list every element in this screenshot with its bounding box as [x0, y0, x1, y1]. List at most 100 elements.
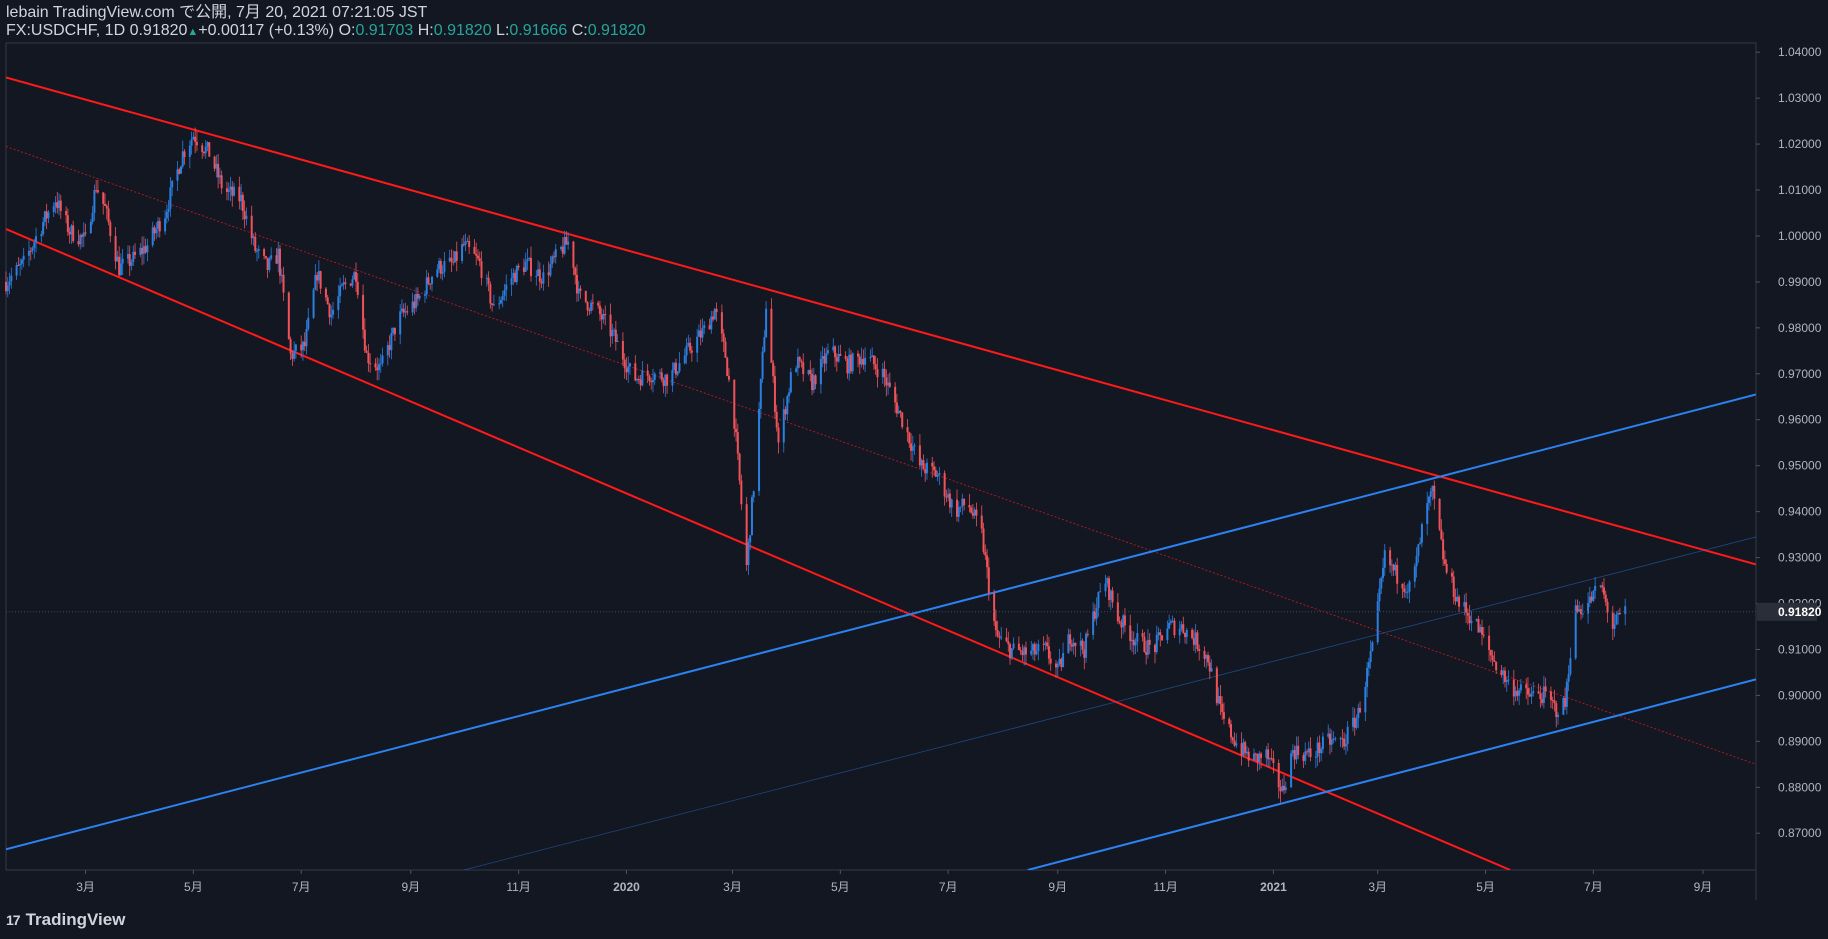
publish-info: lebain TradingView.com で公開, 7月 20, 2021 … — [6, 4, 427, 22]
candle-body — [749, 535, 752, 543]
candle-body — [1302, 755, 1305, 761]
candle-body — [625, 368, 628, 373]
candle-body — [263, 249, 266, 256]
candle-body — [512, 272, 515, 279]
candle-body — [317, 271, 320, 281]
candle-body — [1553, 700, 1556, 704]
tradingview-logo[interactable]: 17 TradingView — [6, 910, 125, 930]
candle-body — [908, 432, 911, 444]
candle-body — [52, 206, 55, 213]
candle-body — [157, 221, 160, 229]
candle-body — [510, 278, 513, 285]
time-tick-label: 11月 — [1153, 880, 1177, 894]
time-axis[interactable]: 3月 5月 7月 9月 11月 2020 3月 5月 7月 9月 11月 2021 3月 5月 7月 9月 — [76, 870, 1712, 894]
candle-body — [404, 311, 407, 313]
candle-body — [363, 329, 366, 351]
candle-body — [58, 200, 61, 209]
blue-trendline-6 — [463, 536, 1756, 870]
candle-body — [31, 247, 34, 251]
candle-body — [959, 506, 962, 508]
candle-body — [1122, 615, 1125, 628]
candle-body — [549, 264, 552, 276]
candle-body — [464, 241, 467, 245]
candle-body — [1542, 686, 1545, 704]
candle-body — [563, 236, 566, 254]
candle-body — [1369, 650, 1372, 663]
candle-body — [1168, 622, 1171, 629]
candle-body — [1099, 591, 1102, 593]
candle-body — [770, 308, 773, 363]
price-axis[interactable]: 1.04000 1.03000 1.02000 1.01000 1.00000 0.990… — [1756, 45, 1822, 840]
candle-body — [1258, 753, 1261, 763]
candle-body — [146, 245, 149, 253]
candle-body — [119, 263, 122, 276]
time-tick-label: 2021 — [1260, 880, 1287, 894]
candle-body — [1007, 641, 1010, 645]
candle-body — [528, 257, 531, 259]
candle-body — [689, 342, 692, 351]
candle-body — [208, 142, 211, 157]
red-trendline-1 — [6, 76, 1756, 566]
candle-body — [782, 409, 785, 443]
candle-body — [1309, 748, 1312, 758]
candle-body — [54, 202, 57, 207]
time-tick-label: 7月 — [939, 880, 958, 894]
candle-body — [987, 567, 990, 594]
candle-body — [1613, 624, 1616, 629]
candle-body — [77, 241, 80, 245]
candle-body — [1159, 632, 1162, 636]
candle-body — [43, 211, 46, 223]
candle-body — [180, 166, 182, 174]
candle-body — [1123, 615, 1126, 626]
candle-body — [491, 303, 494, 305]
candle-body — [487, 277, 490, 285]
candle-body — [1390, 564, 1393, 566]
price-tick-label: 0.94000 — [1778, 505, 1822, 519]
candle-body — [1569, 658, 1572, 675]
candle-body — [476, 255, 479, 259]
close-value: 0.91820 — [587, 22, 646, 39]
candle-body — [1528, 694, 1531, 697]
candle-body — [750, 497, 753, 536]
candle-body — [1519, 684, 1522, 691]
candle-body — [1307, 748, 1310, 753]
candle-body — [540, 281, 543, 284]
candle-body — [155, 228, 158, 234]
candle-body — [376, 367, 379, 371]
candle-body — [128, 254, 131, 266]
candle-body — [906, 427, 909, 433]
candle-body — [264, 255, 267, 258]
blue-trendline-5 — [1027, 678, 1756, 870]
candle-body — [1495, 661, 1498, 671]
candle-body — [1366, 667, 1369, 687]
time-tick-label: 9月 — [401, 880, 420, 894]
candle-body — [524, 261, 527, 272]
price-tick-label: 0.95000 — [1778, 459, 1822, 473]
time-tick-label: 3月 — [723, 880, 742, 894]
candle-body — [1503, 670, 1506, 683]
candle-body — [577, 288, 580, 294]
candle-body — [130, 261, 133, 266]
ohlc-legend: FX:USDCHF, 1D 0.91820▲+0.00117 (+0.13%) … — [6, 22, 646, 41]
candle-body — [229, 186, 232, 190]
candle-body — [883, 368, 886, 378]
candle-body — [231, 186, 234, 196]
candle-body — [722, 333, 725, 342]
candle-body — [181, 151, 184, 167]
candle-body — [165, 211, 168, 219]
candle-body — [1330, 739, 1333, 745]
candle-body — [653, 373, 656, 381]
candle-body — [171, 180, 174, 188]
candle-body — [1304, 751, 1307, 761]
price-tick-label: 1.00000 — [1778, 229, 1822, 243]
candle-body — [1046, 642, 1049, 647]
candle-body — [864, 357, 867, 365]
candle-body — [807, 370, 810, 375]
candle-body — [1429, 491, 1432, 497]
candle-body — [65, 210, 68, 216]
candle-body — [758, 408, 761, 492]
candle-body — [132, 251, 135, 262]
candle-body — [1069, 634, 1072, 645]
candle-body — [254, 236, 257, 251]
